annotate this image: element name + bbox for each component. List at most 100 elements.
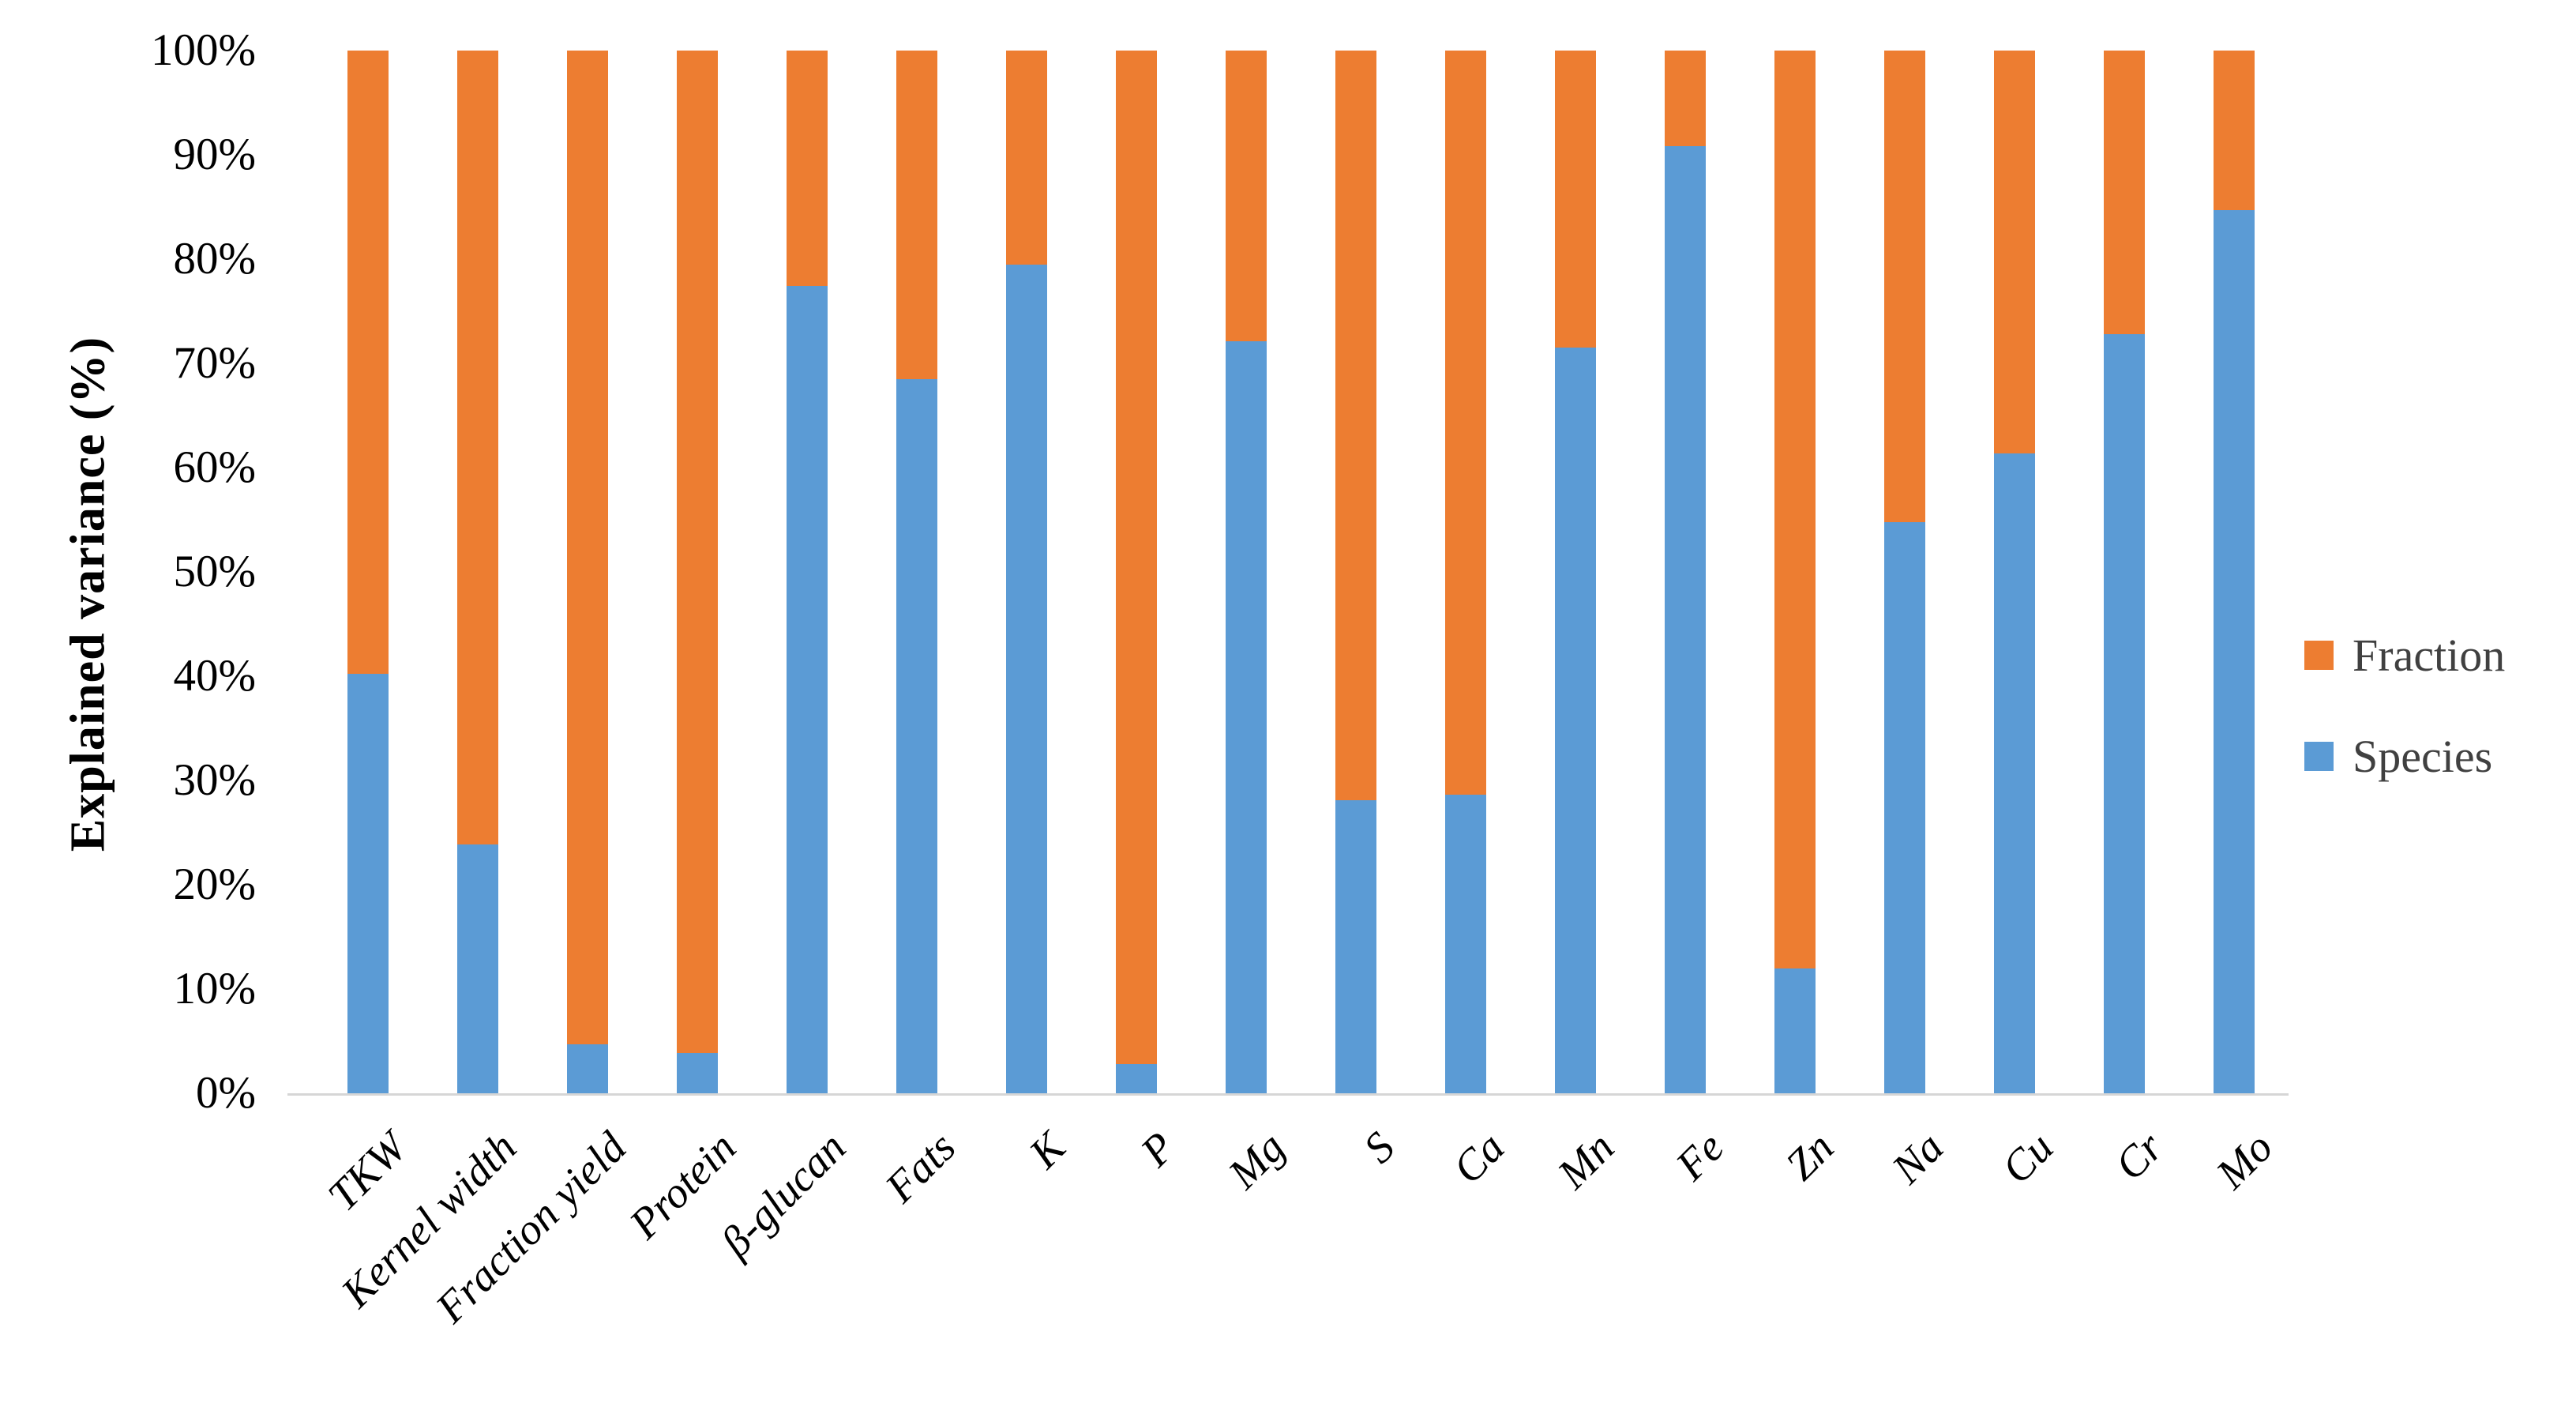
- stacked-bar: [1225, 51, 1267, 1093]
- species-segment: [2213, 209, 2255, 1093]
- bar-slot-Zn: [1740, 51, 1849, 1093]
- stacked-bar: [347, 51, 389, 1093]
- species-segment: [1554, 348, 1596, 1093]
- stacked-bar: [1444, 51, 1486, 1093]
- plot-area: [313, 51, 2289, 1093]
- fraction-segment: [456, 51, 498, 844]
- x-axis-category-labels: TKW Kernel width Fraction yield Protein β-gl…: [313, 1093, 2289, 1409]
- species-segment: [2103, 334, 2145, 1093]
- stacked-bar: [1664, 51, 1706, 1093]
- species-segment: [676, 1052, 718, 1093]
- species-segment: [1664, 146, 1706, 1093]
- stacked-bar: [2103, 51, 2145, 1093]
- bar-slot-Ca: [1410, 51, 1520, 1093]
- species-segment: [347, 674, 389, 1093]
- legend-label: Species: [2353, 730, 2493, 782]
- fraction-segment: [1554, 51, 1596, 348]
- x-category-label: Fraction yield: [426, 1123, 635, 1332]
- x-category-label: Zn: [1775, 1123, 1842, 1190]
- bar-slot-Fraction yield: [532, 51, 642, 1093]
- bar-slot-Mn: [1520, 51, 1630, 1093]
- species-segment: [1005, 264, 1047, 1093]
- fraction-segment: [347, 51, 389, 675]
- y-tick-label: 100%: [151, 25, 256, 75]
- fraction-segment: [896, 51, 937, 379]
- legend-entry-species: Species: [2304, 731, 2505, 782]
- fraction-segment: [1335, 51, 1376, 801]
- bar-slot-Mg: [1191, 51, 1301, 1093]
- stacked-bar: [1774, 51, 1816, 1093]
- fraction-segment: [2213, 51, 2255, 210]
- x-category-label: K: [1019, 1123, 1074, 1178]
- y-tick-label: 20%: [173, 859, 256, 909]
- species-segment: [1225, 341, 1267, 1093]
- species-segment: [1993, 453, 2035, 1093]
- fraction-segment: [1774, 51, 1816, 968]
- y-tick-label: 70%: [173, 338, 256, 388]
- stacked-bar: [456, 51, 498, 1093]
- stacked-bar: [676, 51, 718, 1093]
- species-segment: [896, 378, 937, 1093]
- y-tick-label: 30%: [173, 755, 256, 805]
- y-tick-label: 90%: [173, 130, 256, 179]
- bar-slot-K: [971, 51, 1081, 1093]
- fraction-segment: [1664, 51, 1706, 147]
- y-tick-label: 10%: [173, 964, 256, 1013]
- stacked-bar: [1554, 51, 1596, 1093]
- x-category-label: TKW: [317, 1123, 415, 1220]
- x-category-label: Ca: [1443, 1123, 1513, 1193]
- stacked-bar: [1335, 51, 1376, 1093]
- fraction-segment: [566, 51, 608, 1044]
- stacked-bar: [566, 51, 608, 1093]
- y-tick-label: 0%: [196, 1068, 256, 1118]
- bar-slot-β-glucan: [752, 51, 862, 1093]
- bar-slot-Fats: [862, 51, 971, 1093]
- x-category-label: S: [1354, 1123, 1403, 1172]
- x-category-label: Mg: [1218, 1123, 1294, 1198]
- stacked-bar: [786, 51, 828, 1093]
- species-segment: [1444, 795, 1486, 1093]
- x-axis-baseline: [287, 1093, 2289, 1096]
- bar-slot-P: [1081, 51, 1191, 1093]
- y-tick-label: 80%: [173, 234, 256, 284]
- chart-legend: Fraction Species: [2304, 630, 2505, 782]
- stacked-bar: [896, 51, 937, 1093]
- x-category-label: Mo: [2206, 1123, 2281, 1198]
- bar-slot-Cu: [1959, 51, 2069, 1093]
- bar-slot-Mo: [2179, 51, 2289, 1093]
- x-category-label: Na: [1882, 1123, 1952, 1193]
- fraction-segment: [676, 51, 718, 1053]
- species-segment: [786, 286, 828, 1093]
- stacked-bar: [1993, 51, 2035, 1093]
- species-segment: [456, 844, 498, 1093]
- stacked-bar: [1115, 51, 1157, 1093]
- x-category-label: Fats: [875, 1123, 964, 1212]
- bar-slot-Kernel width: [422, 51, 532, 1093]
- fraction-segment: [1005, 51, 1047, 265]
- bar-slot-Protein: [642, 51, 752, 1093]
- y-tick-label: 60%: [173, 442, 256, 492]
- x-category-label: Mn: [1547, 1123, 1623, 1198]
- bar-slot-Fe: [1630, 51, 1740, 1093]
- bar-slot-Cr: [2069, 51, 2179, 1093]
- legend-swatch-icon: [2304, 741, 2334, 771]
- y-axis-tick-labels: 0% 10% 20% 30% 40% 50% 60% 70% 80% 90% 100%: [0, 25, 261, 1118]
- legend-label: Fraction: [2353, 629, 2506, 681]
- species-segment: [566, 1044, 608, 1093]
- fraction-segment: [786, 51, 828, 287]
- fraction-segment: [1444, 51, 1486, 795]
- fraction-segment: [2103, 51, 2145, 335]
- legend-entry-fraction: Fraction: [2304, 630, 2505, 681]
- stacked-bar: [1005, 51, 1047, 1093]
- species-segment: [1115, 1064, 1157, 1093]
- fraction-segment: [1225, 51, 1267, 342]
- species-segment: [1774, 968, 1816, 1093]
- fraction-segment: [1993, 51, 2035, 453]
- stacked-bar: [1883, 51, 1925, 1093]
- x-category-label: Cr: [2105, 1123, 2172, 1190]
- y-tick-label: 40%: [173, 651, 256, 701]
- fraction-segment: [1883, 51, 1925, 522]
- x-category-label: Cu: [1992, 1123, 2062, 1193]
- x-category-label: P: [1131, 1123, 1184, 1176]
